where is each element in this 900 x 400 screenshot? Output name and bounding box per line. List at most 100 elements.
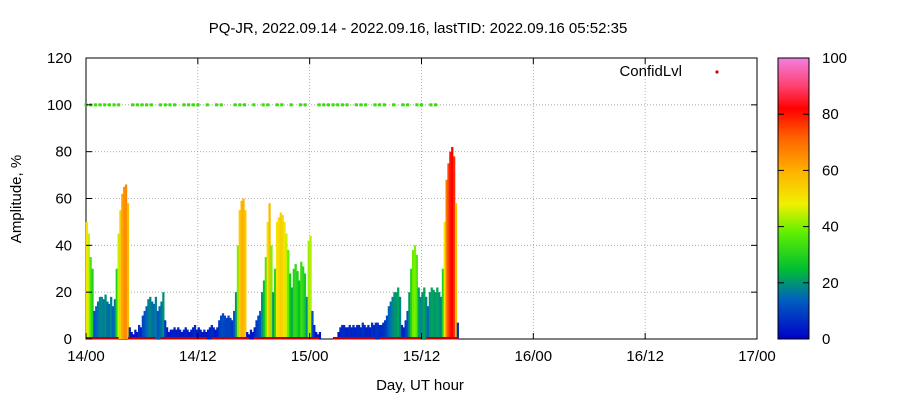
confidence-point	[117, 103, 121, 107]
amplitude-bar	[281, 214, 284, 339]
amplitude-bar	[113, 299, 117, 339]
amplitude-bar	[261, 292, 264, 339]
amplitude-bar	[115, 268, 118, 339]
x-axis-ticks: 14/00 14/12 15/00 15/12 16/00 16/12 17/00	[67, 58, 776, 365]
amplitude-bar	[95, 306, 98, 339]
amplitude-bar	[365, 327, 368, 339]
amplitude-bar	[126, 203, 130, 339]
confidence-point	[163, 103, 167, 107]
amplitude-bar	[210, 324, 213, 339]
y-tick-label: 100	[47, 97, 72, 114]
amplitude-bar	[268, 203, 271, 339]
amplitude-bar	[186, 329, 189, 339]
amplitude-bar	[378, 324, 381, 339]
baseline-marker	[332, 337, 375, 340]
amplitude-bar	[380, 324, 383, 339]
amplitude-bar	[303, 273, 307, 339]
amplitude-bar	[395, 292, 398, 339]
x-tick-label: 14/00	[67, 348, 105, 365]
confidence-point	[182, 103, 186, 107]
x-tick-label: 15/12	[403, 348, 441, 365]
amplitude-bar	[206, 329, 210, 339]
amplitude-bar	[205, 331, 208, 339]
amplitude-bar	[417, 287, 420, 339]
amplitude-bar	[441, 268, 445, 339]
baseline-marker	[160, 337, 208, 340]
amplitude-bar	[123, 186, 126, 339]
amplitude-bar	[151, 301, 154, 339]
amplitude-bar	[259, 310, 262, 339]
confidence-point	[187, 103, 191, 107]
amplitude-bar	[117, 233, 120, 339]
amplitude-bar	[152, 303, 156, 339]
amplitude-bar	[287, 250, 290, 339]
amplitude-bar	[391, 296, 394, 339]
confidence-point	[140, 103, 144, 107]
confidence-point	[322, 103, 326, 107]
confidence-point	[280, 103, 284, 107]
amplitude-bar	[178, 329, 182, 339]
amplitude-bar	[316, 334, 320, 339]
confidence-point	[219, 103, 223, 107]
amplitude-bar	[104, 294, 107, 339]
colorbar-tick-label: 100	[822, 50, 847, 67]
amplitude-bar	[411, 250, 415, 339]
colorbar-gradient	[777, 57, 810, 340]
amplitude-bar	[195, 329, 199, 339]
y-axis-label: Amplitude, %	[8, 155, 25, 243]
y-tick-label: 120	[47, 50, 72, 67]
amplitude-bar	[288, 273, 292, 339]
colorbar-tick-label: 60	[822, 162, 839, 179]
amplitude-bar	[231, 320, 234, 339]
colorbar-tick-label: 20	[822, 275, 839, 292]
amplitude-bar	[145, 306, 148, 339]
confidence-point	[261, 103, 265, 107]
colorbar-tick-label: 0	[822, 331, 830, 348]
amplitude-bar	[102, 299, 105, 339]
baseline-markers	[86, 337, 459, 340]
baseline-marker	[127, 337, 156, 340]
amplitude-bar	[162, 292, 165, 339]
amplitude-bar	[445, 179, 448, 339]
amplitude-bar	[376, 322, 379, 339]
amplitude-bar	[374, 322, 377, 339]
baseline-marker	[426, 337, 459, 340]
confidence-point	[289, 103, 293, 107]
x-axis-label: Day, UT hour	[376, 377, 464, 394]
amplitude-bar	[454, 203, 458, 339]
amplitude-bar	[106, 301, 109, 339]
confidence-point	[336, 103, 340, 107]
amplitude-bar	[89, 257, 92, 339]
amplitude-bar	[212, 327, 215, 339]
amplitude-bar	[421, 292, 424, 339]
amplitude-bar	[227, 315, 230, 339]
amplitude-bar	[214, 329, 217, 339]
amplitude-bar	[292, 268, 295, 339]
amplitude-bar	[425, 296, 428, 339]
amplitude-bar	[384, 320, 387, 339]
y-tick-label: 40	[55, 237, 72, 254]
amplitude-bar	[134, 329, 137, 339]
amplitude-bar	[451, 146, 454, 339]
amplitude-bar	[136, 331, 139, 339]
amplitude-bar	[400, 324, 404, 339]
amplitude-bar	[141, 315, 144, 339]
amplitude-bar	[100, 296, 103, 339]
amplitude-bar	[242, 198, 245, 339]
confidence-point	[135, 103, 139, 107]
confidence-point	[401, 103, 405, 107]
confidence-point	[406, 103, 410, 107]
amplitude-bar	[240, 200, 243, 339]
confidence-point	[275, 103, 279, 107]
confidence-point	[317, 103, 321, 107]
amplitude-bar	[154, 296, 158, 339]
confidence-point	[252, 103, 256, 107]
amplitude-bar	[449, 151, 452, 339]
amplitude-bar	[98, 296, 102, 339]
amplitude-bar	[315, 331, 318, 339]
amplitude-bar	[272, 292, 275, 339]
confidence-point	[233, 103, 237, 107]
amplitude-bar	[262, 280, 266, 339]
x-tick-label: 14/12	[179, 348, 217, 365]
